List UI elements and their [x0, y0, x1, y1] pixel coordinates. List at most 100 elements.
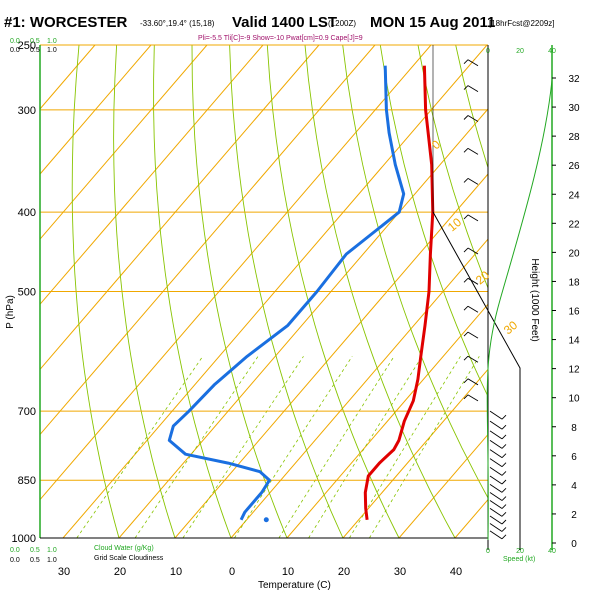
height-tick-label: 30: [568, 103, 580, 114]
surface-dewpoint-marker: [263, 517, 269, 523]
dry-adiabat: [113, 45, 176, 538]
isotherm-line: [40, 45, 208, 240]
cloud-scale-top-label: 1.0: [47, 38, 57, 45]
wind-barb: [489, 515, 507, 525]
dry-adiabat: [266, 45, 400, 538]
dry-adiabat: [417, 45, 488, 290]
isotherm-line: [286, 303, 488, 538]
mixing-ratio-line: [134, 356, 259, 538]
wind-barb: [489, 483, 507, 493]
valid-time: Valid 1400 LST: [232, 14, 338, 31]
speed-bottom-tick: 40: [548, 548, 556, 555]
wind-profile-envelope: [432, 211, 521, 550]
wind-barb: [463, 59, 479, 67]
height-tick-label: 8: [571, 423, 577, 434]
mixing-ratio-line: [278, 356, 395, 538]
dry-adiabat: [531, 45, 600, 538]
grid-cloudiness-label: Grid Scale Cloudiness: [94, 555, 164, 562]
cloudiness-scale-top-label: 1.0: [47, 47, 57, 54]
mixing-ratio-line: [308, 356, 423, 538]
wind-barb: [463, 214, 479, 222]
wind-barb: [489, 475, 507, 485]
height-tick-label: 2: [571, 510, 577, 521]
station-coords: -33.60°,19.4° (15,18): [140, 19, 215, 28]
cloudiness-scale-top-label: 0.0: [10, 47, 20, 54]
pressure-tick-label: 300: [18, 105, 36, 117]
height-axis-title: Height (1000 Feet): [529, 258, 540, 341]
isotherm-line: [511, 45, 600, 538]
wind-barb: [489, 449, 507, 459]
dry-adiabat: [71, 45, 120, 538]
x-axis-title: Temperature (C): [258, 580, 331, 591]
mixing-ratio-line: [349, 356, 461, 538]
pressure-tick-label: 400: [18, 207, 36, 219]
wind-barb: [489, 420, 507, 430]
speed-top-tick: 20: [516, 48, 524, 55]
pressure-tick-label: 700: [18, 406, 36, 418]
speed-label: Speed (kt): [503, 556, 536, 563]
temperature-tick-label: 40: [450, 566, 462, 578]
isotherm-label: 30: [501, 318, 520, 338]
height-tick-label: 4: [571, 481, 577, 492]
height-tick-label: 12: [568, 365, 580, 376]
station-title: #1: WORCESTER: [4, 14, 128, 31]
y-axis-title: P (hPa): [5, 295, 16, 329]
dry-adiabat: [379, 45, 488, 398]
height-tick-label: 32: [568, 74, 580, 85]
height-tick-label: 16: [568, 307, 580, 318]
wind-speed-curve: [486, 79, 553, 541]
isotherm-line: [40, 45, 152, 175]
wind-barb: [463, 85, 479, 92]
wind-barb: [463, 277, 479, 285]
pressure-tick-label: 1000: [12, 533, 36, 545]
cloud-scale-bottom-label: 0.0: [10, 547, 20, 554]
dry-adiabat: [229, 45, 344, 538]
wind-barb: [463, 115, 479, 122]
speed-bottom-tick: 20: [516, 548, 524, 555]
temperature-tick-label: 0: [229, 566, 235, 578]
temperature-tick-label: 30: [58, 566, 70, 578]
dry-adiabat: [304, 45, 456, 538]
wind-barb: [489, 458, 507, 468]
temperature-trace: [363, 65, 435, 520]
wind-barb: [463, 331, 479, 339]
height-tick-label: 0: [571, 539, 577, 550]
stability-indices: Pli=-5.5 Tli[C]=-9 Show=-10 Pwat[cm]=0.9…: [198, 35, 363, 42]
cloudiness-scale-bottom-label: 1.0: [47, 557, 57, 564]
wind-barb: [489, 530, 507, 540]
isotherm-line: [398, 433, 488, 538]
dry-adiabat: [569, 45, 600, 538]
wind-barb: [489, 523, 507, 532]
forecast-run: [18hrFcst@2209z]: [489, 19, 555, 28]
utc-time: (1200Z): [328, 19, 357, 28]
wind-barb: [463, 394, 479, 402]
wind-barb: [489, 430, 507, 440]
wind-barb: [463, 147, 479, 155]
cloud-scale-top-label: 0.0: [10, 38, 20, 45]
speed-top-tick: 40: [548, 48, 556, 55]
wind-barb: [463, 178, 479, 185]
pressure-tick-label: 250: [18, 40, 36, 52]
height-tick-label: 28: [568, 132, 580, 143]
cloudiness-scale-bottom-label: 0.0: [10, 557, 20, 564]
wind-barb: [489, 410, 507, 420]
forecast-date: MON 15 Aug 2011: [370, 14, 496, 31]
wind-barb: [489, 500, 507, 509]
pressure-tick-label: 850: [18, 475, 36, 487]
speed-bottom-tick: 0: [486, 548, 490, 555]
temperature-tick-label: 20: [338, 566, 350, 578]
wind-barb: [463, 305, 479, 313]
height-tick-label: 26: [568, 161, 580, 172]
pressure-tick-label: 500: [18, 287, 36, 299]
height-tick-label: 6: [571, 452, 577, 463]
speed-top-tick: 0: [486, 48, 490, 55]
height-tick-label: 22: [568, 219, 580, 230]
cloudiness-scale-top-label: 0.5: [30, 47, 40, 54]
temperature-tick-label: 10: [282, 566, 294, 578]
mixing-ratio-line: [76, 356, 204, 538]
wind-barb: [489, 440, 507, 449]
cloud-scale-top-label: 0.5: [30, 38, 40, 45]
wind-barb: [489, 492, 507, 501]
dry-adiabat: [342, 45, 488, 499]
